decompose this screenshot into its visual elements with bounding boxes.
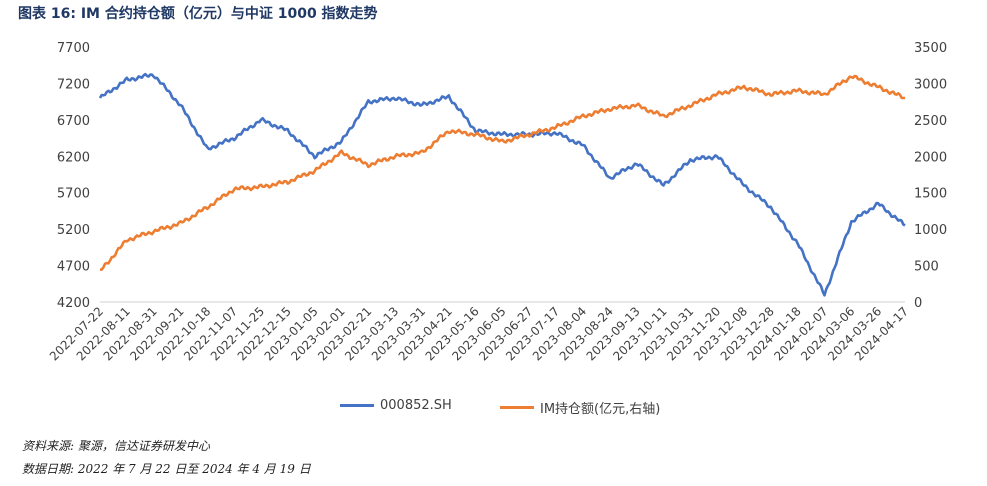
legend: 000852.SH IM持仓额(亿元,右轴) [0, 398, 987, 420]
legend-item-oi: IM持仓额(亿元,右轴) [500, 398, 660, 417]
open-interest-series-line [100, 74, 905, 271]
chart-title: 图表 16: IM 合约持仓额（亿元）与中证 1000 指数走势 [18, 6, 378, 22]
index-series-line [98, 72, 906, 297]
right-axis: 0 500 1000 1500 2000 2500 3000 3500 [914, 41, 947, 311]
y-right-tick-label: 1000 [914, 223, 947, 238]
legend-swatch-oi [500, 406, 534, 409]
y-left-tick-label: 4700 [57, 260, 90, 275]
legend-label-index: 000852.SH [380, 398, 452, 413]
y-right-tick-label: 1500 [914, 187, 947, 202]
y-left-tick-label: 4200 [57, 296, 90, 311]
y-left-tick-label: 6200 [57, 150, 90, 165]
y-left-tick-label: 5200 [57, 223, 90, 238]
y-right-tick-label: 0 [914, 296, 922, 311]
y-right-tick-label: 500 [914, 260, 939, 275]
y-right-tick-label: 3000 [914, 77, 947, 92]
legend-swatch-index [340, 404, 374, 407]
y-right-tick-label: 2500 [914, 114, 947, 129]
legend-item-index: 000852.SH [340, 398, 452, 413]
x-axis: 2022-07-222022-08-112022-08-312022-09-21… [47, 301, 911, 363]
legend-label-oi: IM持仓额(亿元,右轴) [540, 402, 661, 417]
y-left-tick-label: 7200 [57, 77, 90, 92]
series-layer [98, 72, 906, 297]
left-axis: 4200 4700 5200 5700 6200 6700 7200 7700 [57, 41, 90, 311]
source-note: 资料来源: 聚源，信达证券研发中心 [22, 439, 210, 453]
y-left-tick-label: 5700 [57, 187, 90, 202]
y-left-tick-label: 7700 [57, 41, 90, 56]
y-right-tick-label: 3500 [914, 41, 947, 56]
chart-plot: 4200 4700 5200 5700 6200 6700 7200 7700 0 500 100… [47, 41, 947, 363]
date-note: 数据日期: 2022 年 7 月 22 日至 2024 年 4 月 19 日 [22, 462, 311, 476]
y-right-tick-label: 2000 [914, 150, 947, 165]
y-left-tick-label: 6700 [57, 114, 90, 129]
